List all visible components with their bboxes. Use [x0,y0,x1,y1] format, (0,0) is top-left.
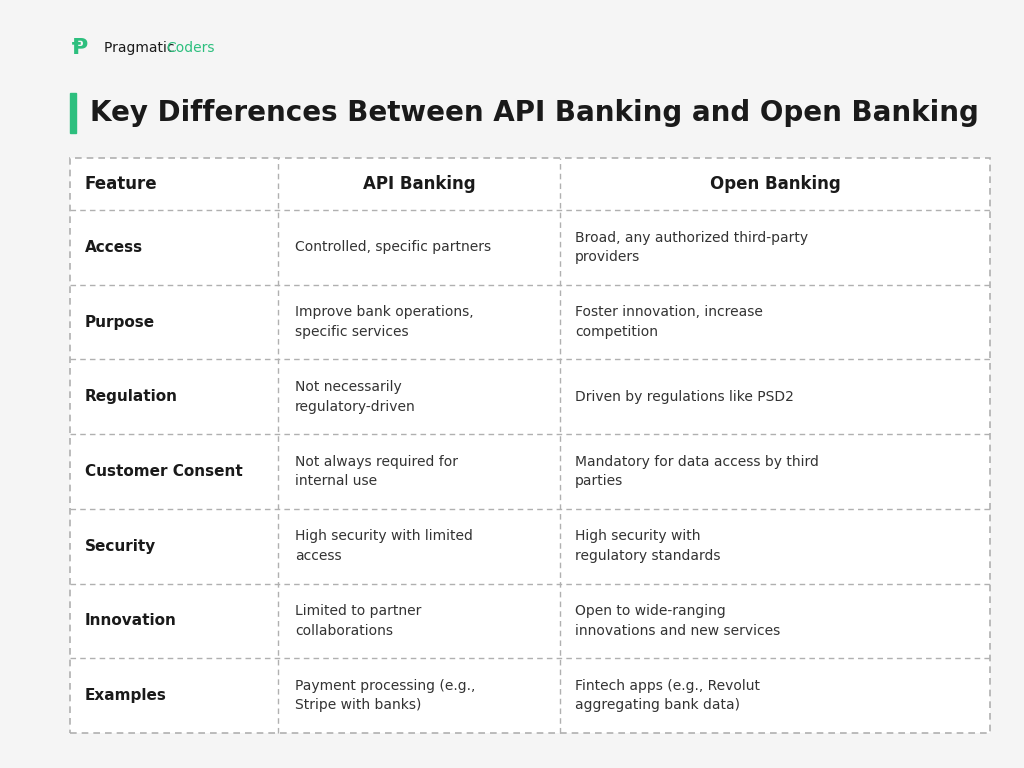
Text: Customer Consent: Customer Consent [85,464,243,479]
Text: Payment processing (e.g.,
Stripe with banks): Payment processing (e.g., Stripe with ba… [295,679,475,713]
Text: Pragmatic: Pragmatic [104,41,179,55]
Text: Feature: Feature [85,175,158,193]
Text: Broad, any authorized third-party
providers: Broad, any authorized third-party provid… [575,230,808,264]
Text: Purpose: Purpose [85,315,155,329]
Text: Coders: Coders [166,41,214,55]
Text: Foster innovation, increase
competition: Foster innovation, increase competition [575,306,763,339]
Bar [70,93,76,133]
Text: Controlled, specific partners: Controlled, specific partners [295,240,492,254]
Text: Open Banking: Open Banking [710,175,841,193]
Text: Driven by regulations like PSD2: Driven by regulations like PSD2 [575,390,794,404]
Text: Open to wide-ranging
innovations and new services: Open to wide-ranging innovations and new… [575,604,780,637]
Text: Mandatory for data access by third
parties: Mandatory for data access by third parti… [575,455,819,488]
Text: Regulation: Regulation [85,389,178,404]
Text: High security with limited
access: High security with limited access [295,529,473,563]
Bar [70,158,990,733]
Text: Not necessarily
regulatory-driven: Not necessarily regulatory-driven [295,380,416,413]
Text: Not always required for
internal use: Not always required for internal use [295,455,458,488]
Text: Security: Security [85,538,157,554]
Text: Fintech apps (e.g., Revolut
aggregating bank data): Fintech apps (e.g., Revolut aggregating … [575,679,760,713]
Text: Limited to partner
collaborations: Limited to partner collaborations [295,604,421,637]
Text: Innovation: Innovation [85,614,177,628]
Text: API Banking: API Banking [362,175,475,193]
Text: Key Differences Between API Banking and Open Banking: Key Differences Between API Banking and … [90,99,979,127]
Text: Ᵽ: Ᵽ [72,38,88,58]
Text: Access: Access [85,240,143,255]
Text: High security with
regulatory standards: High security with regulatory standards [575,529,721,563]
Text: Improve bank operations,
specific services: Improve bank operations, specific servic… [295,306,474,339]
Text: Examples: Examples [85,688,167,703]
